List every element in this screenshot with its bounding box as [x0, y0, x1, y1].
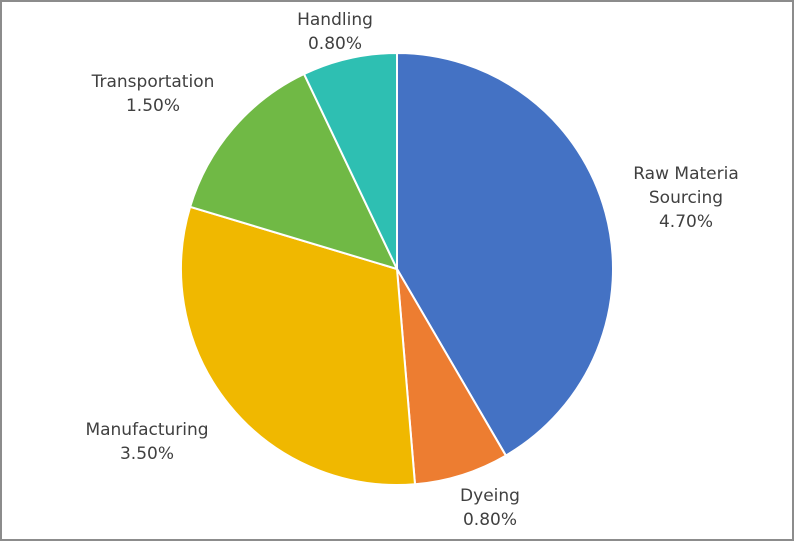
label-name: Dyeing — [460, 486, 520, 506]
label-name: Raw Materia — [633, 164, 739, 184]
label-value: 1.50% — [125, 96, 181, 116]
label-name: Transportation — [91, 72, 215, 92]
label-transportation: Transportation 1.50% — [92, 70, 215, 118]
slice-raw-material-sourcing — [396, 51, 614, 457]
label-manufacturing: Manufacturing 3.50% — [85, 418, 208, 466]
label-value: 0.80% — [462, 510, 517, 530]
label-value: 4.70% — [658, 212, 714, 232]
label-dyeing: Dyeing 0.80% — [460, 484, 520, 532]
slice-handling — [302, 51, 398, 270]
label-raw-material-sourcing: Raw Materia Sourcing 4.70% — [633, 162, 739, 234]
label-name-line2: Sourcing — [648, 188, 724, 208]
label-name: Handling — [297, 10, 373, 30]
slice-transportation — [188, 72, 399, 271]
label-value: 3.50% — [119, 444, 175, 464]
label-name: Manufacturing — [85, 420, 209, 440]
slice-manufacturing — [180, 205, 417, 486]
label-handling: Handling 0.80% — [297, 8, 373, 56]
label-value: 0.80% — [307, 34, 362, 54]
